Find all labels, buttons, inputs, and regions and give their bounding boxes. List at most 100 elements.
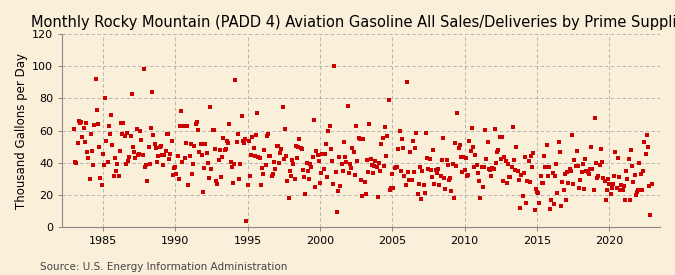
Point	[457, 169, 468, 174]
Point	[183, 183, 194, 187]
Point	[227, 181, 238, 185]
Point	[256, 166, 267, 170]
Point	[120, 161, 131, 166]
Point	[429, 182, 440, 186]
Point	[287, 158, 298, 162]
Point	[190, 122, 201, 126]
Point	[606, 186, 617, 190]
Point	[345, 161, 356, 166]
Point	[272, 144, 283, 148]
Point	[599, 178, 610, 183]
Point	[144, 162, 155, 166]
Point	[238, 140, 249, 145]
Point	[249, 154, 260, 159]
Point	[617, 188, 628, 192]
Point	[387, 172, 398, 177]
Point	[132, 153, 143, 157]
Point	[173, 176, 184, 181]
Point	[381, 154, 392, 158]
Point	[369, 164, 379, 168]
Point	[497, 134, 508, 139]
Point	[234, 176, 244, 181]
Point	[400, 182, 411, 187]
Point	[375, 169, 385, 173]
Point	[592, 176, 603, 180]
Point	[83, 156, 94, 160]
Point	[302, 168, 313, 173]
Point	[178, 124, 189, 128]
Point	[396, 137, 407, 141]
Title: Monthly Rocky Mountain (PADD 4) Aviation Gasoline All Sales/Deliveries by Prime : Monthly Rocky Mountain (PADD 4) Aviation…	[31, 15, 675, 30]
Point	[637, 188, 647, 192]
Point	[402, 80, 412, 84]
Point	[626, 148, 637, 153]
Point	[557, 180, 568, 185]
Point	[623, 156, 634, 161]
Point	[392, 164, 402, 169]
Point	[304, 177, 315, 182]
Point	[646, 182, 657, 186]
Point	[206, 167, 217, 172]
Point	[267, 172, 278, 176]
Point	[629, 173, 640, 178]
Point	[95, 176, 106, 180]
Point	[198, 189, 209, 194]
Point	[411, 131, 422, 135]
Point	[336, 162, 347, 166]
Point	[112, 162, 123, 166]
Point	[225, 160, 236, 164]
Point	[235, 162, 246, 167]
Point	[84, 177, 95, 181]
Point	[445, 176, 456, 181]
Point	[126, 92, 137, 96]
Point	[454, 143, 465, 147]
Point	[379, 164, 389, 168]
Point	[278, 157, 289, 161]
Point	[373, 161, 384, 165]
Point	[227, 165, 238, 169]
Point	[503, 162, 514, 166]
Point	[301, 161, 312, 166]
Point	[213, 158, 224, 163]
Point	[90, 77, 101, 81]
Point	[388, 185, 399, 190]
Point	[288, 162, 299, 166]
Point	[286, 174, 296, 178]
Point	[200, 142, 211, 147]
Point	[547, 170, 558, 175]
Point	[451, 164, 462, 168]
Point	[645, 213, 655, 218]
Point	[575, 178, 586, 182]
Point	[327, 159, 338, 163]
Point	[526, 165, 537, 169]
Point	[379, 125, 390, 129]
Point	[434, 183, 445, 187]
Point	[223, 141, 234, 145]
Point	[86, 149, 97, 153]
Point	[504, 175, 514, 179]
Point	[346, 166, 356, 170]
Point	[254, 156, 265, 160]
Point	[77, 134, 88, 139]
Point	[246, 153, 256, 157]
Point	[328, 182, 339, 186]
Point	[516, 173, 526, 178]
Point	[80, 121, 91, 125]
Point	[114, 149, 125, 153]
Point	[221, 147, 232, 151]
Point	[367, 163, 377, 167]
Point	[276, 147, 287, 151]
Point	[448, 196, 459, 200]
Point	[334, 155, 345, 159]
Point	[576, 170, 587, 174]
Point	[491, 161, 502, 166]
Point	[128, 145, 138, 150]
Point	[537, 181, 547, 185]
Point	[577, 162, 588, 167]
Point	[453, 145, 464, 150]
Point	[591, 161, 601, 165]
Point	[604, 182, 615, 186]
Point	[460, 156, 471, 160]
Point	[351, 124, 362, 128]
Point	[129, 150, 140, 155]
